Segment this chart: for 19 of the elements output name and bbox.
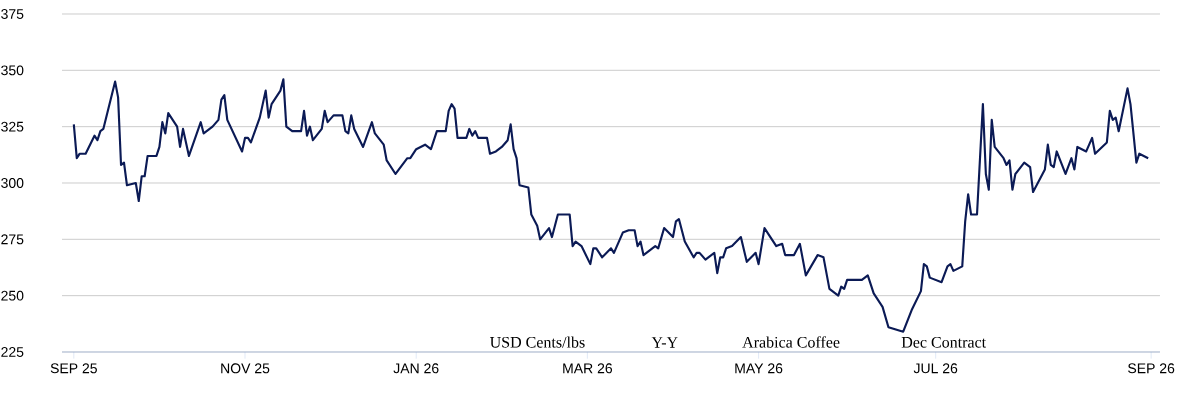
y-tick-label: 350 [1, 65, 24, 76]
x-tick-label: SEP 25 [50, 363, 97, 374]
y-tick-label: 300 [1, 178, 24, 188]
annotation: USD Cents/lbs [489, 336, 585, 348]
line-series [72, 78, 1150, 333]
y-tick-label: 225 [1, 347, 24, 357]
y-tick-label: 275 [1, 234, 24, 245]
x-tick-label: JAN 26 [393, 363, 439, 374]
y-tick-label: 325 [1, 121, 24, 132]
annotation: Arabica Coffee [742, 336, 840, 348]
x-tick-label: SEP 26 [1128, 363, 1175, 374]
y-tick-label: 250 [1, 290, 24, 301]
x-tick-label: JUL 26 [913, 363, 958, 374]
annotation: Dec Contract [901, 336, 987, 348]
x-tick-label: MAR 26 [563, 363, 613, 374]
y-tick-label: 375 [1, 9, 24, 19]
x-tick-label: MAY 26 [735, 363, 783, 374]
annotation: Y-Y [651, 337, 678, 348]
x-tick-label: NOV 25 [221, 363, 270, 374]
